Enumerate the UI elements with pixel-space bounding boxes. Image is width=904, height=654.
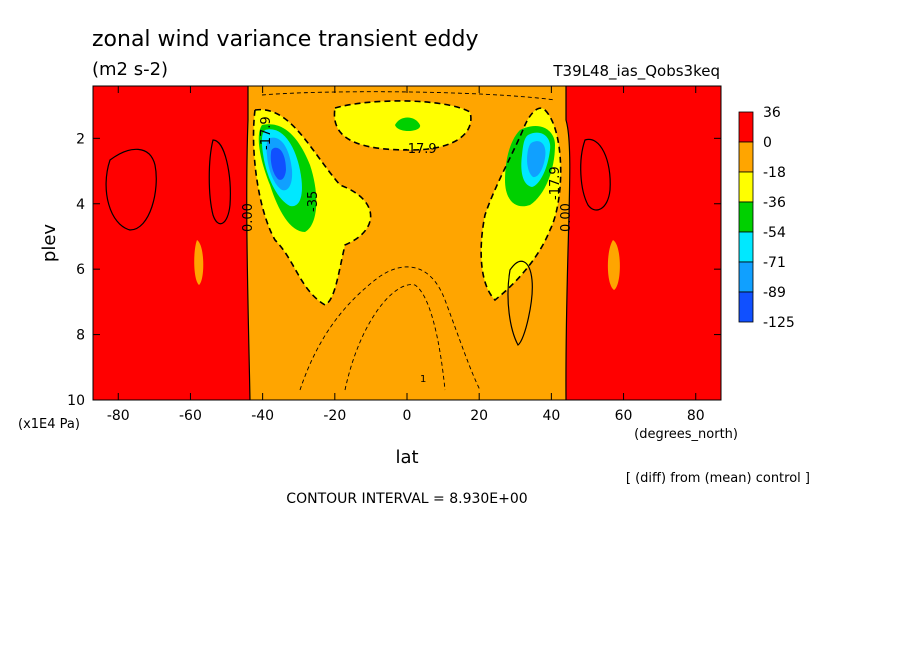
colorbar-label: -18 <box>763 165 786 181</box>
note-text: [ (diff) from (mean) control ] <box>626 471 810 486</box>
band-level-0-left-oval <box>194 240 204 285</box>
x-tick-label: -20 <box>323 408 346 424</box>
contour-far-right <box>580 138 611 211</box>
x-axis: -80 -60 -40 -20 0 20 40 60 80 <box>107 86 705 424</box>
contour-label-neg17.9-right: -17.9 <box>548 166 563 200</box>
dashed-contour-top <box>333 100 472 151</box>
x-tick-label: -80 <box>107 408 130 424</box>
x-tick-label: 20 <box>470 408 488 424</box>
colorbar-label: 0 <box>763 135 772 151</box>
run-label: T39L48_ias_Qobs3keq <box>552 62 720 81</box>
contour-label-neg17.9-left: -17.9 <box>259 116 274 150</box>
colorbar: 36 0 -18 -36 -54 -71 -89 -125 <box>738 105 795 331</box>
x-tick-label: -40 <box>251 408 274 424</box>
colorbar-swatch <box>738 231 754 263</box>
colorbar-swatch <box>738 171 754 203</box>
band-level-71-right <box>527 141 546 178</box>
plot-area <box>93 86 721 400</box>
y-axis: 2 4 6 8 10 <box>67 131 721 409</box>
x-tick-label: 80 <box>687 408 705 424</box>
x-tick-label: 0 <box>403 408 412 424</box>
contour-label-one: 1 <box>420 374 426 385</box>
contour-label-0-right: 0.00 <box>559 203 574 232</box>
x-axis-title: lat <box>395 447 418 468</box>
contour-label-neg35-left: -35 <box>306 191 321 212</box>
y-tick-label: 2 <box>76 131 85 147</box>
y-tick-label: 4 <box>76 197 85 213</box>
contour-label-neg17.9-top: -17.9 <box>403 142 437 157</box>
dashed-contour-left <box>252 108 372 306</box>
chart-title: zonal wind variance transient eddy <box>92 27 479 52</box>
y-tick-label: 8 <box>76 328 85 344</box>
colorbar-swatch <box>738 141 754 173</box>
x-tick-label: 40 <box>542 408 560 424</box>
y-tick-label: 10 <box>67 393 85 409</box>
x-tick-label: 60 <box>615 408 633 424</box>
colorbar-label: -54 <box>763 225 786 241</box>
x-tick-label: -60 <box>179 408 202 424</box>
colorbar-label: -36 <box>763 195 786 211</box>
contour-left-cell <box>208 139 231 225</box>
contour-far-left <box>105 148 157 231</box>
colorbar-label: -125 <box>763 315 795 331</box>
chart-units: (m2 s-2) <box>92 59 168 80</box>
colorbar-swatch <box>738 291 754 323</box>
x-axis-units: (degrees_north) <box>634 427 738 442</box>
band-level-36-top <box>395 117 421 132</box>
contour-right-oval <box>507 260 533 346</box>
y-tick-label: 6 <box>76 262 85 278</box>
colorbar-label: 36 <box>763 105 781 121</box>
contour-label-0-left: 0.00 <box>241 203 256 232</box>
dashed-contour-right <box>480 107 562 302</box>
dashed-contour-inner <box>344 284 446 391</box>
y-axis-units: (x1E4 Pa) <box>18 417 80 432</box>
colorbar-swatch <box>738 201 754 233</box>
colorbar-swatch <box>738 111 754 143</box>
dashed-contour-mid <box>299 266 481 391</box>
contour-interval-text: CONTOUR INTERVAL = 8.930E+00 <box>286 491 527 507</box>
band-level-0 <box>246 86 570 400</box>
zero-contour-left <box>246 86 251 400</box>
band-level-0-right-oval <box>607 240 620 290</box>
zero-contour-right <box>565 86 571 400</box>
colorbar-label: -71 <box>763 255 786 271</box>
y-axis-title: plev <box>39 224 60 263</box>
dashed-contour-outer <box>261 91 556 101</box>
colorbar-swatch <box>738 261 754 293</box>
colorbar-label: -89 <box>763 285 786 301</box>
band-level-89-left <box>270 147 286 180</box>
